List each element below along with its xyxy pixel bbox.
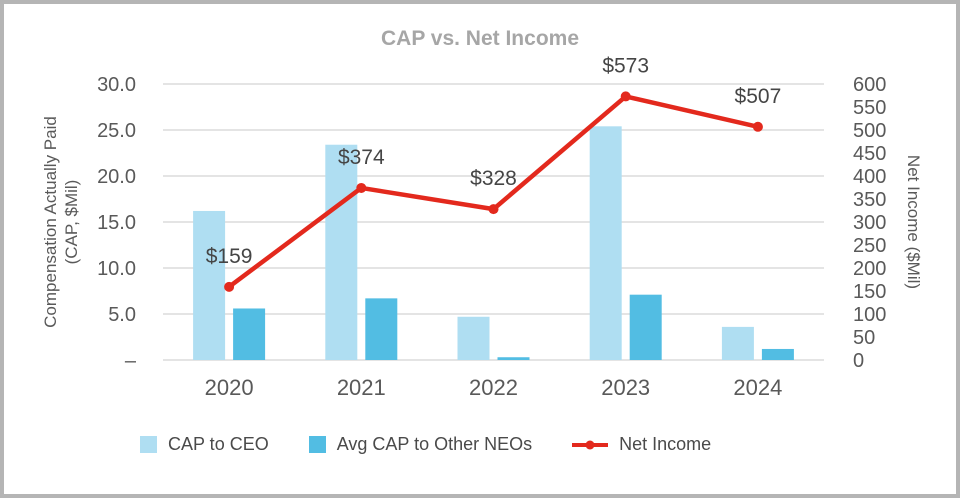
right-axis-tick-label: 200 — [853, 258, 886, 280]
right-axis-tick-label: 350 — [853, 189, 886, 211]
net-income-data-label-2021: $374 — [338, 146, 385, 169]
bar-cap-to-ceo-2023 — [589, 126, 622, 360]
bar-cap-to-ceo-2020 — [193, 210, 226, 360]
left-axis-tick-label: 5.0 — [108, 304, 136, 326]
right-axis-tick-label: 300 — [853, 212, 886, 234]
bar-cap-to-ceo-2022 — [457, 316, 490, 360]
right-axis-tick-label: 150 — [853, 281, 886, 303]
legend-item-cap-to-ceo: CAP to CEO — [140, 434, 269, 455]
right-axis-tick-label: 250 — [853, 235, 886, 257]
chart-plot-area: 30.025.020.015.010.05.0–6005505004504003… — [97, 54, 886, 400]
legend-label-cap-to-ceo: CAP to CEO — [168, 434, 269, 454]
left-axis-tick-label: 25.0 — [97, 120, 136, 142]
bar-avg-cap-to-other-neos-2023 — [629, 294, 662, 360]
net-income-line — [226, 94, 761, 290]
x-axis-category-label: 2023 — [601, 375, 650, 400]
left-axis-tick-label: 15.0 — [97, 212, 136, 234]
right-axis-tick-label: 500 — [853, 120, 886, 142]
chart-title: CAP vs. Net Income — [380, 27, 579, 50]
bar-avg-cap-to-other-neos-2024 — [761, 348, 794, 360]
left-axis-tick-label: 10.0 — [97, 258, 136, 280]
bar-cap-to-ceo-2024 — [721, 326, 754, 360]
net-income-data-label-2022: $328 — [470, 167, 517, 190]
right-axis-tick-label: 600 — [853, 74, 886, 96]
net-income-marker-2021 — [356, 182, 367, 193]
x-axis-category-label: 2024 — [733, 375, 782, 400]
bar-avg-cap-to-other-neos-2022 — [497, 357, 530, 360]
net-income-marker-2024 — [752, 121, 763, 132]
chart-legend: CAP to CEO Avg CAP to Other NEOs Net Inc… — [140, 434, 711, 455]
net-income-data-label-2020: $159 — [206, 245, 253, 268]
legend-swatch-cap-to-ceo-icon — [140, 436, 157, 453]
x-axis-category-label: 2020 — [205, 375, 254, 400]
right-axis-tick-label: 0 — [853, 350, 864, 372]
legend-item-avg-cap-other-neos: Avg CAP to Other NEOs — [308, 434, 533, 455]
x-axis-category-label: 2021 — [337, 375, 386, 400]
bar-avg-cap-to-other-neos-2021 — [365, 298, 398, 360]
left-axis-tick-label: 20.0 — [97, 166, 136, 188]
bar-cap-to-ceo-2021 — [325, 144, 358, 360]
net-income-data-label-2024: $507 — [735, 85, 782, 108]
net-income-marker-2020 — [224, 281, 235, 292]
bar-avg-cap-to-other-neos-2020 — [233, 308, 266, 360]
right-axis-tick-label: 100 — [853, 304, 886, 326]
right-axis-tick-label: 550 — [853, 97, 886, 119]
legend-item-net-income: Net Income — [572, 434, 711, 455]
net-income-data-label-2023: $573 — [602, 54, 649, 77]
legend-line-marker-icon — [572, 440, 609, 449]
legend-label-net-income: Net Income — [619, 434, 712, 454]
left-axis-tick-label: – — [125, 350, 137, 372]
legend-label-avg-cap-other-neos: Avg CAP to Other NEOs — [336, 434, 533, 454]
net-income-marker-2023 — [620, 91, 631, 102]
net-income-marker-2022 — [488, 204, 499, 215]
x-axis-category-label: 2022 — [469, 375, 518, 400]
left-axis-tick-label: 30.0 — [97, 74, 136, 96]
legend-swatch-avg-cap-other-neos-icon — [308, 436, 326, 453]
right-axis-tick-label: 400 — [853, 166, 886, 188]
right-axis-tick-label: 450 — [853, 143, 886, 165]
right-axis-tick-label: 50 — [853, 327, 875, 349]
